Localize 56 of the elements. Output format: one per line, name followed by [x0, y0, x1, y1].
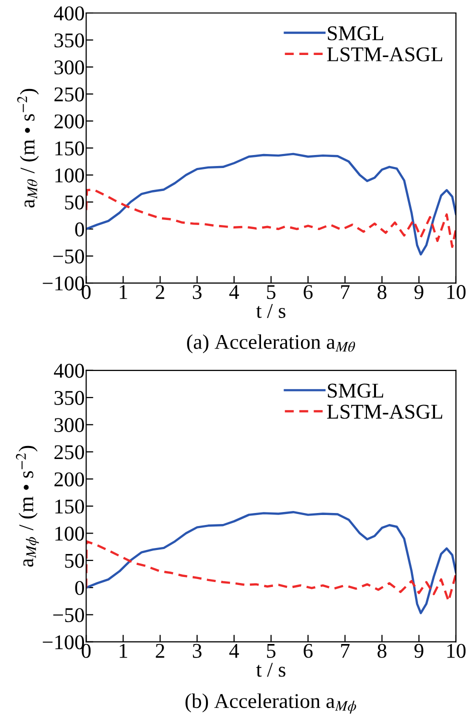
- y-tick-label: −100: [42, 276, 84, 290]
- line-series: [86, 510, 456, 614]
- x-tick-label: 6: [304, 644, 313, 658]
- y-tick-label: −50: [53, 249, 84, 264]
- y-tick-label: 400: [54, 6, 84, 20]
- y-tick-label: −100: [42, 635, 84, 650]
- y-tick-label: 50: [65, 554, 84, 568]
- x-tick-label: 7: [341, 285, 350, 299]
- x-tick-label: 9: [414, 644, 424, 658]
- y-tick-label: −50: [53, 608, 84, 622]
- x-tick-label: 7: [341, 644, 350, 658]
- x-tick-label: 9: [414, 285, 424, 300]
- y-tick-label: 350: [54, 33, 84, 48]
- line-series: [86, 188, 456, 248]
- x-tick-label: 2: [156, 285, 164, 299]
- y-tick-label: 400: [54, 364, 84, 378]
- x-tick-label: 10: [447, 644, 466, 658]
- y-tick-label: 200: [54, 472, 84, 486]
- legend-label: SMGL: [328, 384, 384, 398]
- y-axis-title: a$_{Mθ}$ / (m • s$^{−2}$): [17, 88, 39, 208]
- x-tick-label: 2: [156, 644, 164, 658]
- x-axis-title: t / s: [256, 662, 286, 677]
- line-series: [86, 152, 456, 256]
- legend-label: LSTM-ASGL: [327, 47, 442, 62]
- text: (b) Acceleration a$_{Mϕ}$: [186, 693, 356, 714]
- y-tick-label: 0: [75, 580, 84, 595]
- y-tick-label: 50: [65, 195, 84, 210]
- x-tick-label: 5: [267, 285, 276, 300]
- x-tick-label: 4: [229, 285, 239, 299]
- y-tick-label: 300: [54, 418, 84, 432]
- x-tick-label: 10: [447, 285, 466, 300]
- y-tick-label: 350: [54, 390, 84, 405]
- line-series: [86, 540, 456, 602]
- x-tick-label: 8: [378, 644, 386, 658]
- y-tick-label: 150: [55, 141, 84, 156]
- y-tick-label: 250: [54, 445, 84, 460]
- y-tick-label: 200: [54, 114, 84, 128]
- y-tick-label: 0: [75, 222, 84, 236]
- x-tick-label: 3: [192, 285, 202, 300]
- y-tick-label: 100: [55, 168, 84, 182]
- x-tick-label: 3: [192, 644, 202, 658]
- x-tick-label: 5: [267, 644, 276, 658]
- y-tick-label: 150: [55, 499, 84, 514]
- y-tick-label: 100: [55, 526, 84, 541]
- x-axis-title: t / s: [256, 304, 286, 318]
- y-axis-title: a$_{Mϕ}$ / (m • s$^{−2}$): [16, 446, 39, 567]
- legend-label: LSTM-ASGL: [327, 404, 442, 419]
- x-tick-label: 6: [304, 285, 313, 300]
- legend-label: SMGL: [328, 26, 384, 40]
- x-tick-label: 4: [229, 644, 239, 658]
- x-tick-label: 1: [120, 285, 128, 299]
- y-tick-label: 250: [54, 87, 84, 102]
- text: (a) Acceleration a$_{Mθ}$: [187, 334, 356, 354]
- y-tick-label: 300: [54, 60, 84, 74]
- x-tick-label: 8: [378, 285, 386, 300]
- x-tick-label: 1: [120, 644, 128, 658]
